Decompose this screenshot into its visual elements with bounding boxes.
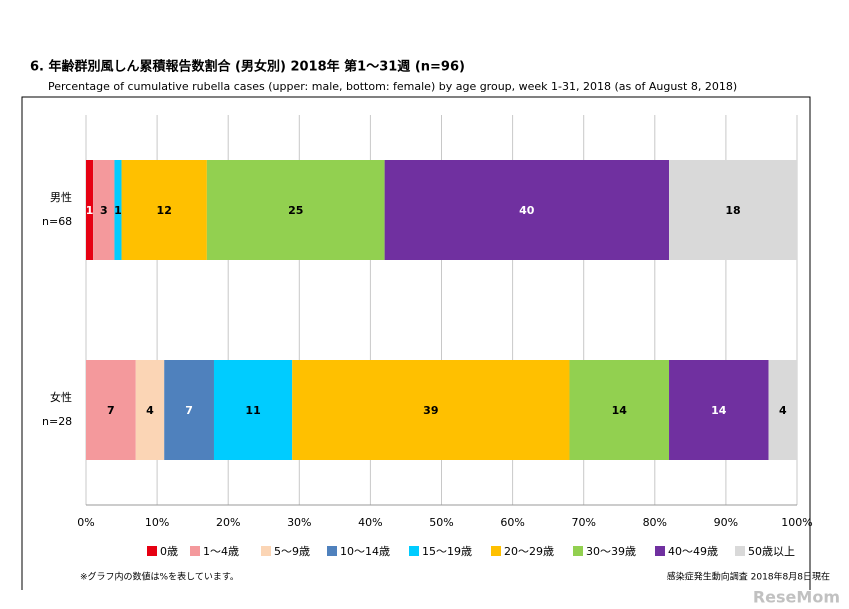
bar-segment xyxy=(768,360,797,460)
watermark: ReseMom xyxy=(753,588,840,607)
x-tick-label: 30% xyxy=(287,516,311,529)
value-label: 25 xyxy=(288,204,303,217)
bar-segment xyxy=(669,360,769,460)
legend-swatch xyxy=(261,546,271,556)
x-tick-label: 0% xyxy=(77,516,94,529)
legend-label: 50歳以上 xyxy=(748,545,795,558)
value-label: 40 xyxy=(519,204,535,217)
legend-label: 15～19歳 xyxy=(422,545,472,558)
legend-swatch xyxy=(655,546,665,556)
bar-segment xyxy=(86,160,94,260)
x-tick-label: 20% xyxy=(216,516,240,529)
value-label: 39 xyxy=(423,404,438,417)
value-label: 7 xyxy=(185,404,193,417)
category-label: 男性 xyxy=(50,190,72,204)
value-label: 1 xyxy=(86,204,94,217)
legend-label: 40～49歳 xyxy=(668,545,718,558)
legend-swatch xyxy=(147,546,157,556)
category-note: n=68 xyxy=(42,215,72,228)
x-tick-label: 90% xyxy=(714,516,738,529)
x-tick-label: 40% xyxy=(358,516,382,529)
bar-segment xyxy=(669,160,797,260)
x-tick-label: 10% xyxy=(145,516,169,529)
bar-segment xyxy=(93,160,115,260)
legend-swatch xyxy=(190,546,200,556)
legend-label: 10～14歳 xyxy=(340,545,390,558)
bar-segment xyxy=(569,360,670,460)
x-tick-label: 50% xyxy=(429,516,453,529)
value-label: 11 xyxy=(245,404,260,417)
legend-label: 0歳 xyxy=(160,545,178,558)
value-label: 4 xyxy=(146,404,154,417)
bar-segment xyxy=(86,360,136,460)
source: 感染症発生動向調査 2018年8月8日現在 xyxy=(667,571,830,583)
value-label: 3 xyxy=(100,204,108,217)
chart-title: 6. 年齢群別風しん累積報告数割合 (男女別) 2018年 第1～31週 (n=… xyxy=(30,59,465,75)
category-label: 女性 xyxy=(50,390,72,404)
legend-label: 20～29歳 xyxy=(504,545,554,558)
legend-swatch xyxy=(409,546,419,556)
value-label: 14 xyxy=(711,404,727,417)
bar-segment xyxy=(114,160,122,260)
frame xyxy=(21,96,811,590)
legend-swatch xyxy=(573,546,583,556)
chart-subtitle: Percentage of cumulative rubella cases (… xyxy=(48,80,737,93)
bar-segment xyxy=(384,160,670,260)
legend-label: 1～4歳 xyxy=(203,545,239,558)
legend-label: 5～9歳 xyxy=(274,545,310,558)
footnote: ※グラフ内の数値は%を表しています。 xyxy=(80,571,239,583)
x-tick-label: 60% xyxy=(500,516,524,529)
bar-segment xyxy=(292,360,570,460)
legend-swatch xyxy=(327,546,337,556)
legend-label: 30～39歳 xyxy=(586,545,636,558)
legend-swatch xyxy=(735,546,745,556)
bar-segment xyxy=(121,160,207,260)
value-label: 14 xyxy=(612,404,628,417)
x-tick-label: 70% xyxy=(571,516,595,529)
value-label: 4 xyxy=(779,404,787,417)
x-tick-label: 80% xyxy=(643,516,667,529)
value-label: 1 xyxy=(114,204,122,217)
bar-segment xyxy=(213,360,293,460)
value-label: 18 xyxy=(725,204,740,217)
x-tick-label: 100% xyxy=(781,516,812,529)
value-label: 7 xyxy=(107,404,115,417)
category-note: n=28 xyxy=(42,415,72,428)
value-label: 12 xyxy=(157,204,172,217)
legend-swatch xyxy=(491,546,501,556)
bar-segment xyxy=(206,160,385,260)
bar-segment xyxy=(135,360,165,460)
bar-segment xyxy=(164,360,214,460)
